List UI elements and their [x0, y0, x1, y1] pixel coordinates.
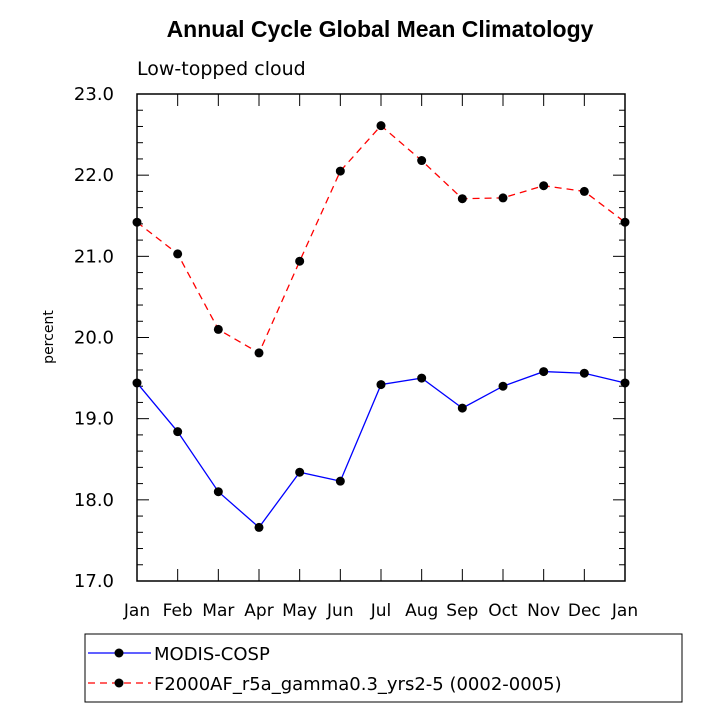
series-0-point [579, 368, 589, 378]
y-tick-label: 22.0 [74, 165, 114, 186]
series-1-point [173, 249, 183, 259]
series-line-0 [136, 370, 626, 529]
x-tick-label: Nov [527, 601, 560, 621]
y-tick-label: 21.0 [74, 246, 114, 267]
series-group [132, 121, 630, 532]
x-tick-label: Jun [326, 601, 354, 621]
x-tick-label: Oct [488, 601, 518, 621]
series-0-point [254, 522, 264, 532]
y-axis-label: percent [41, 310, 57, 364]
legend: MODIS-COSP F2000AF_r5a_gamma0.3_yrs2-5 (… [84, 633, 683, 703]
y-tick-label: 18.0 [74, 490, 114, 511]
plot-frame [136, 93, 626, 582]
series-0-point [417, 373, 427, 383]
axis-ticks [136, 93, 626, 582]
series-0-point [539, 367, 549, 377]
series-1-point [498, 193, 508, 203]
y-tick-label: 19.0 [74, 409, 114, 430]
x-tick-label: Jan [611, 601, 638, 621]
x-tick-label: Apr [244, 601, 273, 621]
x-tick-label: Dec [568, 601, 601, 621]
x-tick-label: Feb [163, 601, 193, 621]
series-1-point [539, 181, 549, 191]
series-0-point [457, 403, 467, 413]
series-0-point [498, 381, 508, 391]
chart-title: Annual Cycle Global Mean Climatology [167, 16, 594, 42]
series-0-point [620, 378, 630, 388]
y-tick-label: 23.0 [74, 84, 114, 105]
series-0-point [376, 380, 386, 390]
series-line-1 [136, 124, 626, 354]
chart-subtitle: Low-topped cloud [137, 58, 306, 80]
x-tick-label: Jan [123, 601, 150, 621]
x-tick-label: Sep [446, 601, 478, 621]
series-0-point [173, 427, 183, 437]
series-0-point [132, 378, 142, 388]
series-1-point [457, 194, 467, 204]
series-0-point [335, 476, 345, 486]
legend-box [84, 633, 683, 703]
series-1-point [579, 186, 589, 196]
x-tick-label: Mar [202, 601, 234, 621]
series-1-point [254, 348, 264, 358]
x-tick-label: May [282, 601, 317, 621]
series-1-point [417, 156, 427, 166]
x-tick-labels: Jan Feb Mar Apr May Jun Jul Aug Sep Oct Nov Dec Jan [123, 601, 638, 621]
series-1-point [376, 121, 386, 131]
series-1-point [620, 217, 630, 227]
legend-label-f2000af: F2000AF_r5a_gamma0.3_yrs2-5 (0002-0005) [154, 674, 562, 695]
legend-marker-modis [114, 648, 124, 658]
series-0-point [295, 467, 305, 477]
series-1-point [335, 166, 345, 176]
y-tick-labels: 17.0 18.0 19.0 20.0 21.0 22.0 23.0 [74, 84, 114, 592]
legend-marker-f2000af [114, 678, 124, 688]
series-1-point [213, 324, 223, 334]
series-1-point [295, 256, 305, 266]
legend-label-modis: MODIS-COSP [154, 644, 270, 665]
series-0-point [213, 487, 223, 497]
x-tick-label: Aug [405, 601, 438, 621]
series-1-point [132, 217, 142, 227]
x-tick-label: Jul [370, 601, 392, 621]
y-tick-label: 20.0 [74, 328, 114, 349]
y-tick-label: 17.0 [74, 571, 114, 592]
